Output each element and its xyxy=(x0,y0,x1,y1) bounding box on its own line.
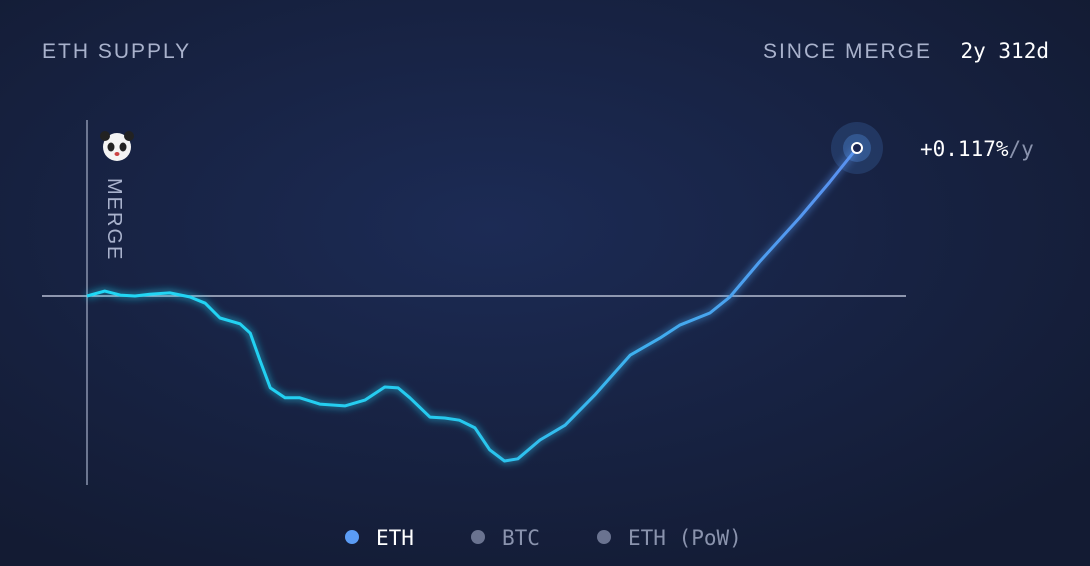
end-point xyxy=(851,141,863,154)
rate-value: +0.117% xyxy=(920,137,1009,161)
legend-label: BTC xyxy=(502,526,540,550)
period-value: 2y 312d xyxy=(960,39,1049,63)
supply-line xyxy=(86,147,859,463)
title: ETH SUPPLY xyxy=(42,40,191,63)
panda-icon xyxy=(100,131,134,161)
period-label: SINCE MERGE xyxy=(763,40,932,63)
merge-label: MERGE xyxy=(103,178,125,261)
legend-dot xyxy=(345,530,359,544)
rate: +0.117%/y xyxy=(920,137,1034,161)
legend-dot xyxy=(597,530,611,544)
legend-dot xyxy=(471,530,485,544)
legend-label: ETH xyxy=(376,526,414,550)
legend-label: ETH (PoW) xyxy=(628,526,742,550)
rate-unit: /y xyxy=(1009,137,1034,161)
